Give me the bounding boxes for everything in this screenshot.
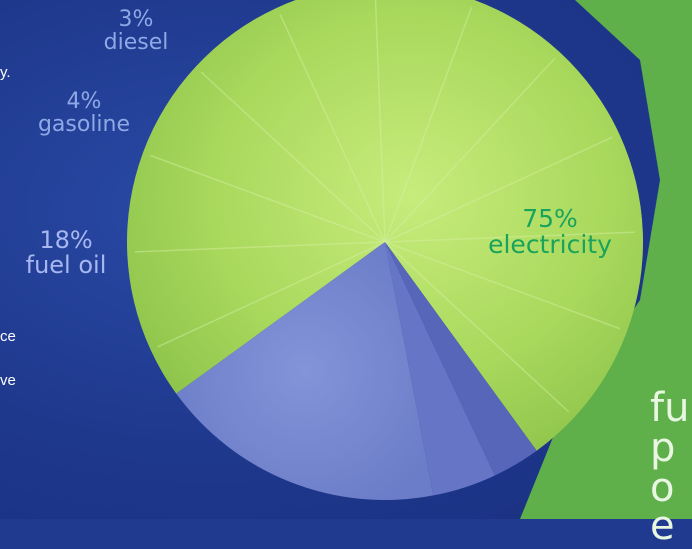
slice-name-fuel-oil: fuel oil — [25, 251, 107, 280]
cropped-text-left-1: y. — [0, 64, 11, 81]
slice-percent-diesel: 3% — [118, 7, 154, 32]
leaf-vein — [134, 241, 386, 253]
slice-label-gasoline: 4% gasoline — [22, 90, 146, 136]
slice-name-electricity: electricity — [488, 230, 612, 260]
pie-slice-electricity — [127, 0, 643, 451]
chart-canvas — [127, 0, 692, 519]
leaf-vein — [157, 241, 386, 348]
leaf-vein — [279, 14, 386, 243]
leaf-vein — [374, 0, 386, 243]
slice-percent-gasoline: 4% — [66, 89, 102, 114]
leaf-vein — [384, 241, 621, 330]
slice-percent-fuel-oil: 18% — [39, 226, 93, 254]
green-background-panel — [520, 0, 692, 519]
leaf-vein — [384, 241, 570, 413]
pie-slice-fuel-oil — [176, 242, 434, 500]
slice-percent-electricity: 75% — [522, 204, 578, 233]
pie-slice-gasoline — [385, 242, 495, 496]
cropped-text-right-2: p — [650, 425, 676, 471]
slice-label-diesel: 3% diesel — [78, 8, 194, 54]
cropped-text-right-4: e — [650, 503, 675, 549]
leaf-vein — [384, 231, 636, 243]
slice-name-gasoline: gasoline — [37, 112, 131, 138]
pie-chart — [127, 0, 643, 500]
cropped-text-right-3: o — [650, 465, 675, 511]
cropped-text-left-3: ve — [0, 372, 16, 389]
slice-label-fuel-oil: 18% fuel oil — [10, 226, 122, 280]
slice-label-electricity: 75% electricity — [470, 204, 630, 260]
slice-name-diesel: diesel — [103, 30, 169, 56]
leaf-vein — [384, 6, 473, 243]
leaf-vein — [384, 57, 556, 243]
leaf-vein — [384, 136, 613, 243]
cropped-text-left-2: ce — [0, 328, 16, 345]
leaf-vein — [200, 71, 386, 243]
pie-slice-diesel — [385, 242, 537, 476]
leaf-vein — [149, 154, 386, 243]
cropped-text-right-1: fu — [650, 385, 690, 431]
